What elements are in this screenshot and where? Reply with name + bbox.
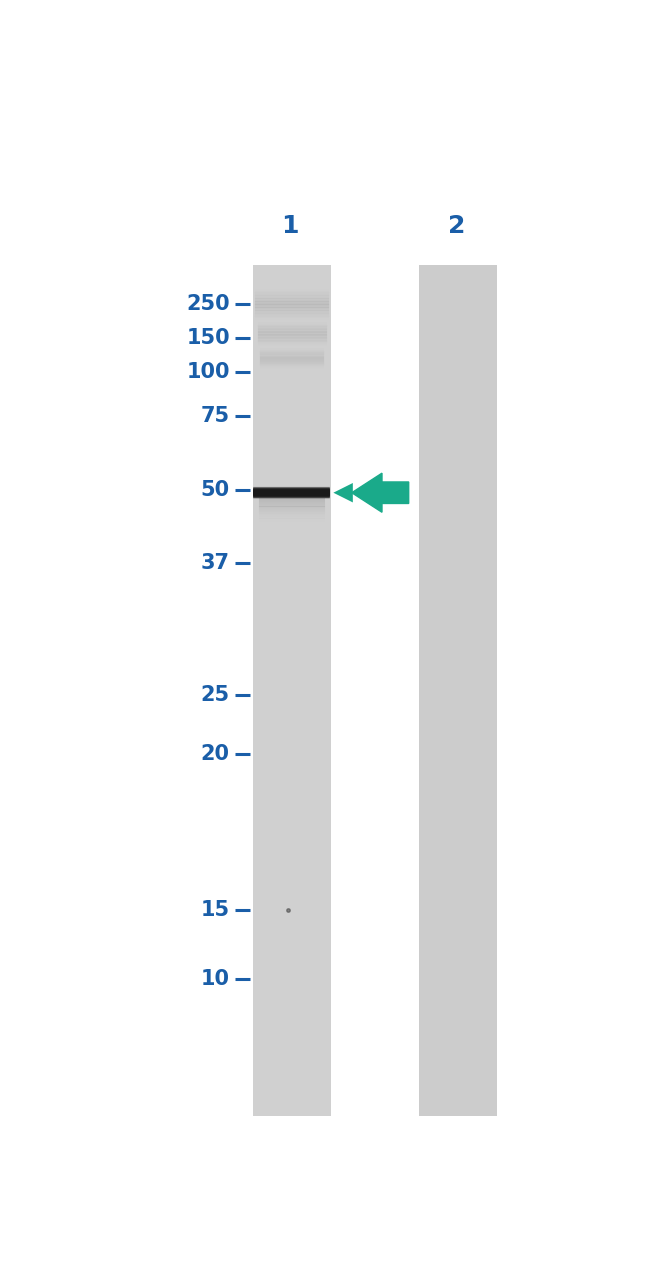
Text: 150: 150 <box>187 328 230 348</box>
Text: 37: 37 <box>201 554 230 573</box>
Bar <box>419 265 497 1115</box>
Bar <box>252 265 331 1115</box>
Text: 75: 75 <box>201 406 230 427</box>
Text: 50: 50 <box>201 480 230 500</box>
Text: 1: 1 <box>281 213 299 237</box>
FancyArrow shape <box>352 474 409 512</box>
Text: 2: 2 <box>448 213 465 237</box>
Text: 25: 25 <box>201 685 230 705</box>
Text: 250: 250 <box>187 293 230 314</box>
Text: 20: 20 <box>201 744 230 763</box>
Text: 10: 10 <box>201 969 230 989</box>
Text: 15: 15 <box>201 900 230 921</box>
Text: 100: 100 <box>187 362 230 382</box>
